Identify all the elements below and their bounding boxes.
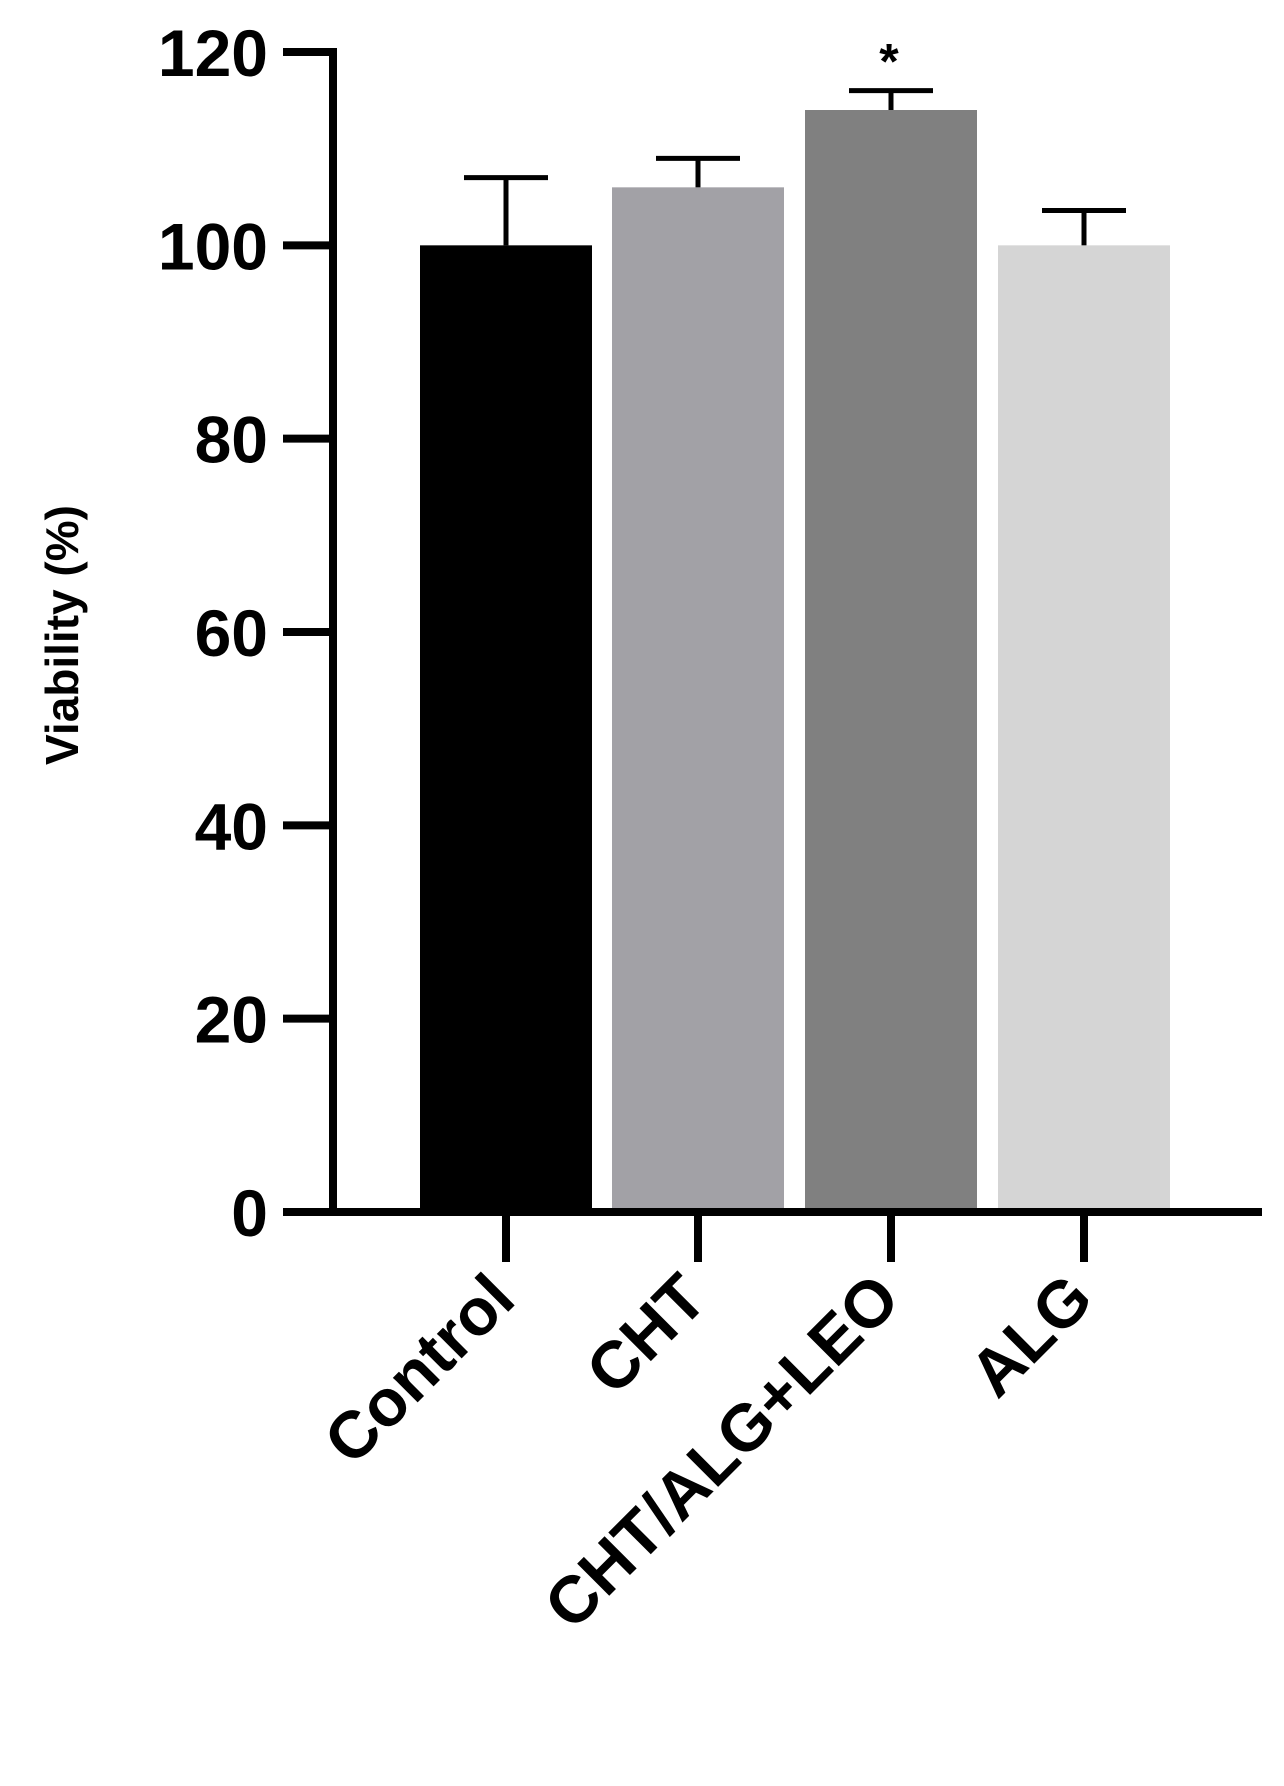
y-tick-label-0: 0 (231, 1176, 268, 1250)
x-tick-label-alg: ALG (955, 1260, 1106, 1411)
x-tick-label-cht-alg-leo: CHT/ALG+LEO (530, 1260, 913, 1643)
y-tick-label-80: 80 (195, 403, 268, 477)
error-bars-layer (464, 88, 1126, 246)
bar-cht-alg-leo (805, 110, 977, 1212)
y-axis-title: Viability (%) (36, 505, 88, 765)
axes-layer (283, 48, 1262, 1262)
bar-cht (612, 187, 784, 1212)
y-tick-label-60: 60 (195, 596, 268, 670)
bar-control (420, 245, 592, 1213)
y-tick-label-40: 40 (195, 789, 268, 863)
y-tick-label-120: 120 (158, 16, 268, 90)
significance-marker-cht-alg-leo: * (879, 34, 899, 90)
bars-layer (420, 110, 1170, 1213)
x-tick-label-cht: CHT (572, 1260, 720, 1408)
x-tick-label-control: Control (310, 1260, 528, 1478)
bar-alg (998, 245, 1170, 1213)
y-tick-label-20: 20 (195, 983, 268, 1057)
y-tick-label-100: 100 (158, 209, 268, 283)
